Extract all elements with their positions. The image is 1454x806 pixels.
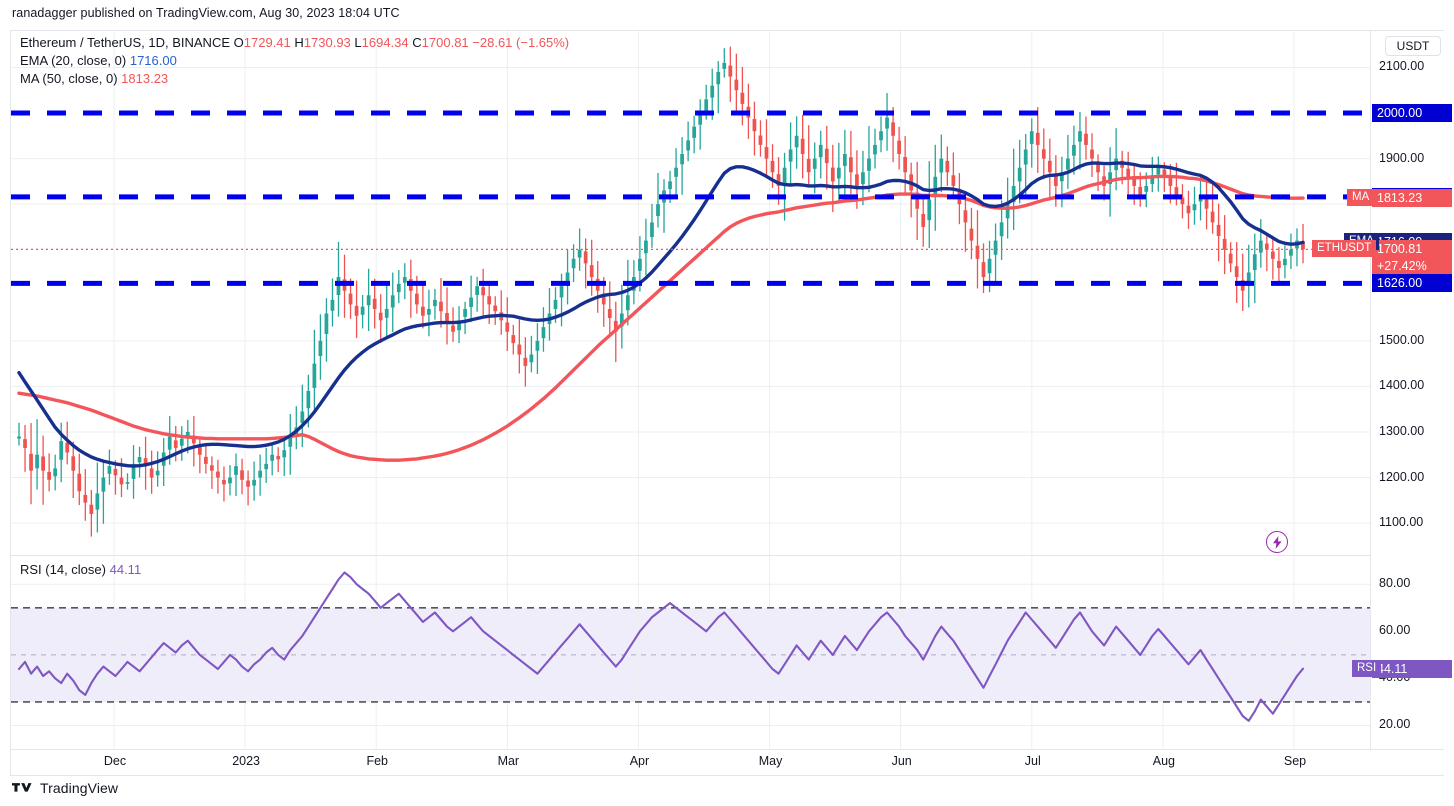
- price-axis-badge[interactable]: +27.42%: [1372, 257, 1452, 276]
- chart-frame: [10, 30, 1444, 750]
- rsi-axis-tick: 60.00: [1379, 623, 1411, 638]
- time-axis-tick: Sep: [1283, 754, 1307, 768]
- price-axis-badge[interactable]: 1626.00: [1372, 274, 1452, 293]
- time-axis-tick: Feb: [366, 754, 388, 768]
- rsi-legend-label[interactable]: RSI (14, close): [20, 562, 106, 577]
- tradingview-footer-logo[interactable]: TradingView: [12, 780, 118, 796]
- series-tag-rsi[interactable]: RSI: [1352, 659, 1382, 677]
- legend-change: −28.61 (−1.65%): [472, 35, 570, 50]
- series-tag-ma[interactable]: MA: [1347, 189, 1375, 207]
- series-tag-ethusdt[interactable]: ETHUSDT: [1312, 240, 1377, 258]
- rsi-legend: RSI (14, close) 44.11: [20, 562, 141, 577]
- price-axis[interactable]: USDT 2100.001900.001800.001500.001400.00…: [1370, 31, 1454, 749]
- legend-ma-value: 1813.23: [121, 71, 169, 86]
- rsi-chart-svg: [11, 556, 1370, 749]
- legend-high-value: 1730.93: [303, 35, 351, 50]
- legend-ema-label[interactable]: EMA (20, close, 0): [20, 53, 127, 68]
- lightning-bolt-icon[interactable]: [1266, 531, 1288, 553]
- pane-divider: [11, 555, 1444, 556]
- legend-open-value: 1729.41: [243, 35, 291, 50]
- price-legend: Ethereum / TetherUS, 1D, BINANCE O1729.4…: [20, 34, 569, 88]
- time-axis-tick: Aug: [1152, 754, 1175, 768]
- price-chart-svg: [11, 31, 1370, 555]
- legend-low-label: L: [354, 35, 362, 50]
- legend-ema-value: 1716.00: [129, 53, 177, 68]
- time-axis-tick: Jun: [891, 754, 912, 768]
- price-axis-tick: 1400.00: [1379, 378, 1425, 393]
- time-axis[interactable]: Dec 2023 Feb Mar Apr May Jun Jul Aug Sep: [10, 750, 1444, 776]
- rsi-axis-tick: 80.00: [1379, 576, 1411, 591]
- legend-ma-label[interactable]: MA (50, close, 0): [20, 71, 118, 86]
- time-axis-tick: Mar: [497, 754, 520, 768]
- legend-low-value: 1694.34: [361, 35, 409, 50]
- price-axis-tick: 1200.00: [1379, 469, 1425, 484]
- price-axis-badge[interactable]: 1813.23: [1372, 189, 1452, 208]
- tradingview-logo-icon: [12, 783, 32, 792]
- time-axis-tick: Dec: [103, 754, 127, 768]
- attribution-text: ranadagger published on TradingView.com,…: [12, 6, 400, 20]
- price-axis-tick: 1900.00: [1379, 150, 1425, 165]
- rsi-legend-value: 44.11: [109, 562, 142, 577]
- legend-high-label: H: [294, 35, 304, 50]
- time-axis-tick: May: [758, 754, 783, 768]
- time-axis-tick: Apr: [629, 754, 650, 768]
- price-chart-pane[interactable]: [11, 31, 1370, 555]
- price-axis-tick: 2100.00: [1379, 59, 1425, 74]
- time-axis-tick: 2023: [232, 754, 261, 768]
- legend-close-value: 1700.81: [421, 35, 469, 50]
- price-axis-badge[interactable]: 1700.81: [1372, 240, 1452, 259]
- price-axis-tick: 1300.00: [1379, 423, 1425, 438]
- currency-badge[interactable]: USDT: [1385, 36, 1441, 56]
- price-axis-badge[interactable]: 2000.00: [1372, 104, 1452, 123]
- legend-open-label: O: [233, 35, 244, 50]
- legend-symbol[interactable]: Ethereum / TetherUS, 1D, BINANCE: [20, 35, 231, 50]
- legend-ma-row: MA (50, close, 0) 1813.23: [20, 70, 569, 88]
- legend-ohlc-row: Ethereum / TetherUS, 1D, BINANCE O1729.4…: [20, 34, 569, 52]
- rsi-axis-badge[interactable]: 44.11: [1372, 659, 1452, 678]
- tradingview-brand-text: TradingView: [40, 780, 119, 796]
- legend-close-label: C: [412, 35, 422, 50]
- price-axis-tick: 1500.00: [1379, 332, 1425, 347]
- time-axis-tick: Jul: [1024, 754, 1041, 768]
- lightning-bolt-glyph: [1272, 535, 1282, 549]
- rsi-axis-tick: 20.00: [1379, 717, 1411, 732]
- legend-ema-row: EMA (20, close, 0) 1716.00: [20, 52, 569, 70]
- rsi-chart-pane[interactable]: [11, 556, 1370, 749]
- price-axis-tick: 1100.00: [1379, 515, 1424, 530]
